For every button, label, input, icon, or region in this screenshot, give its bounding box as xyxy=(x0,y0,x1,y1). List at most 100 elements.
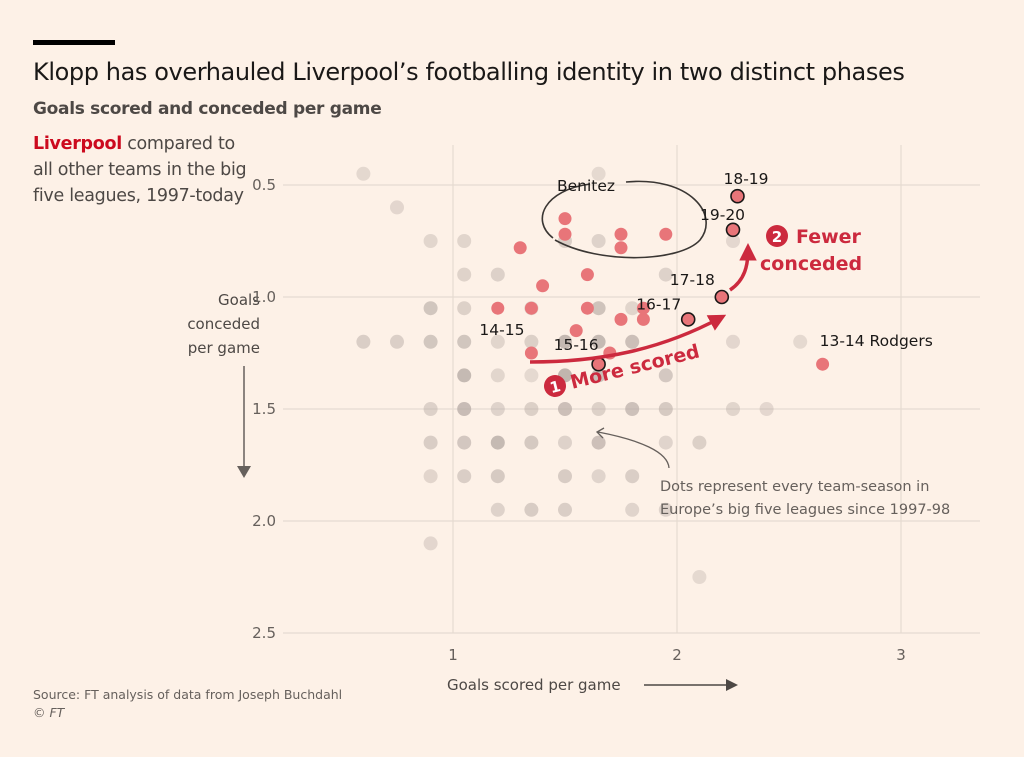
team-season-dot xyxy=(524,435,539,450)
team-season-dot xyxy=(490,334,505,349)
chart-title: Klopp has overhauled Liverpool’s footbal… xyxy=(33,58,905,86)
team-season-dot xyxy=(490,368,505,383)
team-season-dot xyxy=(558,435,572,450)
team-season-dot xyxy=(692,435,707,450)
liverpool-season-dot xyxy=(491,301,505,315)
team-season-dot xyxy=(658,502,673,517)
x-tick-label: 2 xyxy=(672,646,682,664)
team-season-dot xyxy=(726,334,740,349)
liverpool-season-dot xyxy=(580,301,594,315)
team-season-dot xyxy=(524,502,539,517)
liverpool-season-dot xyxy=(580,268,594,282)
team-season-dot xyxy=(591,402,606,416)
x-axis-arrow-icon xyxy=(726,679,738,691)
y-tick-label: 1.5 xyxy=(252,400,276,418)
team-season-dot xyxy=(423,402,438,416)
phase2-number: 2 xyxy=(772,228,782,246)
team-season-dot xyxy=(457,301,472,316)
team-season-dot xyxy=(356,166,371,181)
liverpool-season-dot xyxy=(816,357,830,371)
source-text: Source: FT analysis of data from Joseph … xyxy=(33,687,343,702)
ft-top-rule xyxy=(33,40,115,45)
team-season-dot xyxy=(524,334,539,349)
team-season-dot xyxy=(356,334,371,349)
season-label: 19-20 xyxy=(700,206,745,224)
team-season-dot xyxy=(793,334,808,349)
phase2-badge xyxy=(766,225,788,247)
team-season-dot xyxy=(625,334,640,349)
team-season-dot xyxy=(423,334,438,349)
team-season-dot xyxy=(457,368,472,383)
fewer-conceded-arrow xyxy=(728,243,757,292)
y-axis-arrow-icon xyxy=(237,466,251,478)
x-tick-label: 3 xyxy=(896,646,906,664)
y-tick-label: 1.0 xyxy=(252,288,276,306)
description-rest: compared to all other teams in the big f… xyxy=(33,134,247,206)
benitez-ellipse xyxy=(541,180,707,259)
team-season-dot xyxy=(625,469,640,484)
team-season-dot xyxy=(658,368,673,383)
grid-lines xyxy=(283,145,980,634)
team-season-dot xyxy=(591,334,606,349)
team-season-dot xyxy=(524,368,539,383)
liverpool-season-dot xyxy=(558,212,572,226)
team-season-dot xyxy=(423,301,438,316)
copyright-text: © FT xyxy=(33,705,65,720)
liverpool-season-dot xyxy=(614,312,628,326)
team-season-dot xyxy=(490,402,505,416)
y-axis-label-line: per game xyxy=(187,339,260,357)
team-season-dot xyxy=(490,469,505,484)
axis-ticks: 0.5 1.0 1.5 2.0 2.5 1 2 3 xyxy=(252,176,906,664)
team-season-dot xyxy=(591,234,606,248)
y-axis-label-line: conceded xyxy=(187,315,260,333)
x-axis-label: Goals scored per game xyxy=(447,676,621,694)
team-season-dot xyxy=(558,502,572,517)
liverpool-season-dot xyxy=(614,227,628,241)
team-season-dot xyxy=(591,301,606,316)
team-season-dot xyxy=(457,234,472,248)
team-season-dot xyxy=(423,435,438,450)
phase1-badge xyxy=(544,375,566,397)
team-season-dot xyxy=(490,502,505,517)
season-label: 15-16 xyxy=(554,336,599,354)
team-season-dot xyxy=(558,402,572,416)
season-label: 13-14 Rodgers xyxy=(820,332,933,350)
team-season-dot xyxy=(625,502,640,517)
team-season-dot xyxy=(457,435,472,450)
y-tick-label: 2.0 xyxy=(252,512,276,530)
y-axis-label: Goals conceded per game xyxy=(150,288,260,360)
callout-line1: Dots represent every team-season in xyxy=(660,479,929,495)
benitez-label: Benitez xyxy=(557,177,615,195)
phase1-number: 1 xyxy=(548,377,562,397)
liverpool-season-dot xyxy=(714,289,730,305)
liverpool-season-dot xyxy=(614,241,628,255)
team-season-dot xyxy=(591,469,606,484)
liverpool-season-dot xyxy=(536,279,550,293)
team-season-dot xyxy=(692,570,707,584)
team-season-dot xyxy=(524,402,539,416)
team-season-dot xyxy=(591,368,606,383)
season-label: 14-15 xyxy=(479,321,524,339)
liverpool-season-dot xyxy=(680,312,696,327)
team-season-dot xyxy=(390,200,404,215)
team-season-dot xyxy=(759,402,774,416)
callout-arrow xyxy=(595,427,670,469)
team-season-dot xyxy=(591,166,606,181)
team-season-dot xyxy=(658,435,673,450)
team-season-dot xyxy=(726,234,740,248)
liverpool-season-dot xyxy=(725,222,741,238)
liverpool-highlight: Liverpool xyxy=(33,134,122,154)
phase2-line2: conceded xyxy=(760,253,862,275)
team-season-dot xyxy=(423,536,438,551)
chart-description: Liverpool compared to all other teams in… xyxy=(33,131,253,209)
y-axis-label-line: Goals xyxy=(218,291,260,309)
team-season-dot xyxy=(423,234,438,248)
team-season-dot xyxy=(390,334,404,349)
team-season-dot xyxy=(457,267,472,282)
liverpool-season-dot xyxy=(524,346,538,360)
background-dots xyxy=(356,166,808,584)
liverpool-season-dot xyxy=(659,227,673,241)
team-season-dot xyxy=(457,402,472,416)
team-season-dot xyxy=(625,301,640,316)
team-season-dot xyxy=(490,267,505,282)
